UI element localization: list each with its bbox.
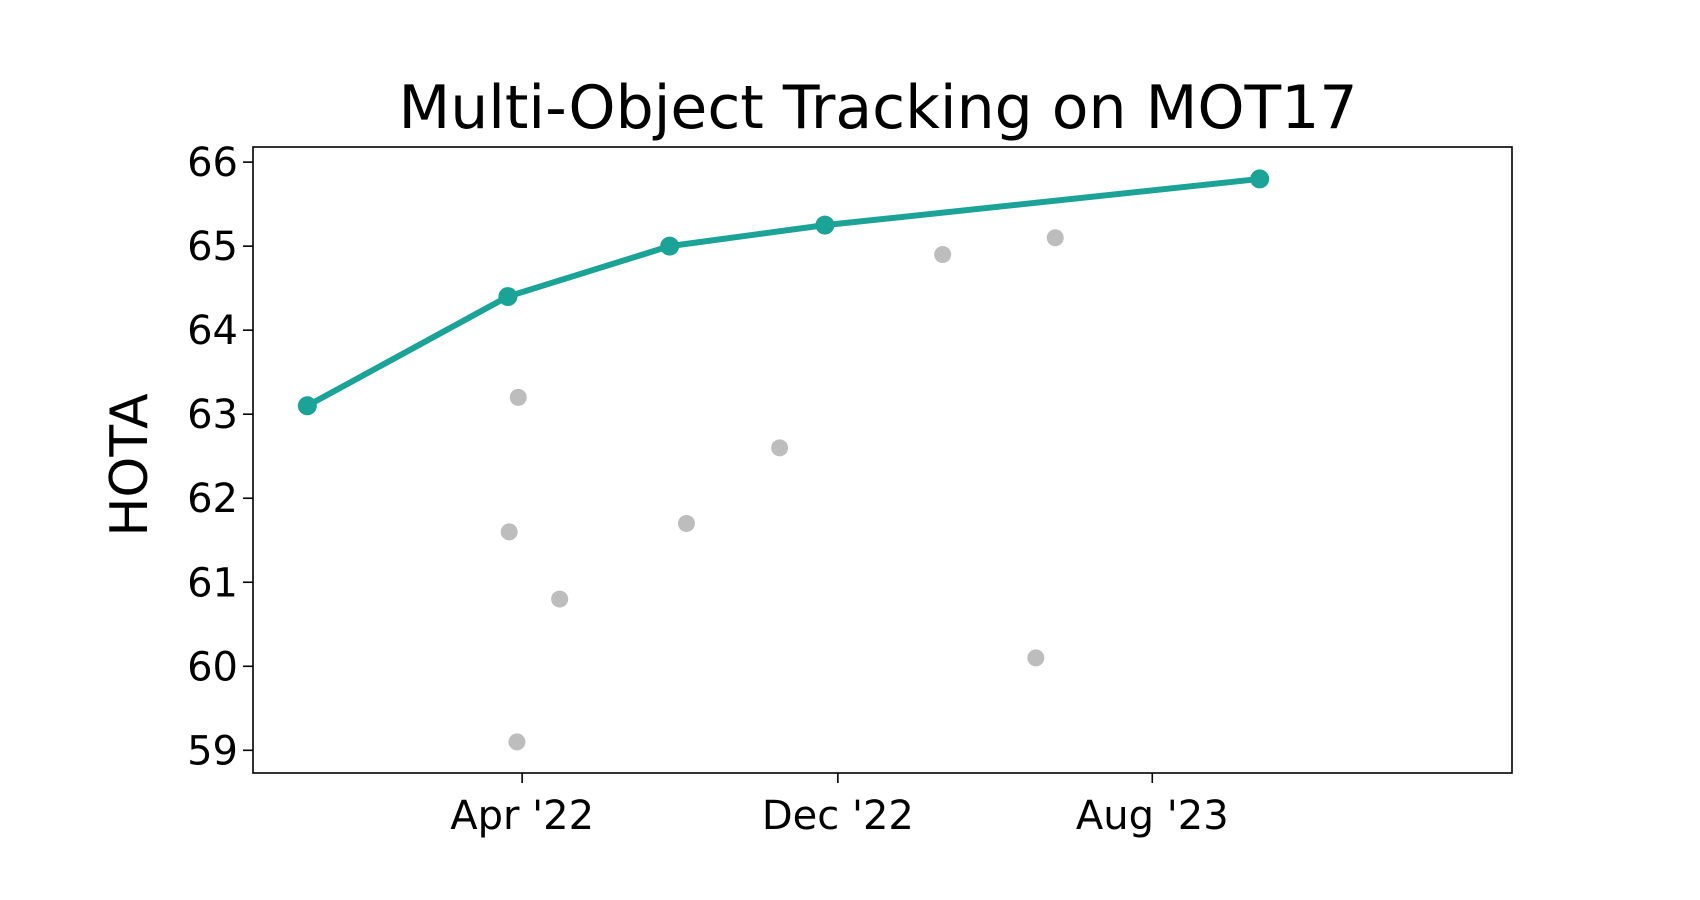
y-axis-label: HOTA bbox=[100, 393, 160, 537]
chart-title: Multi-Object Tracking on MOT17 bbox=[398, 73, 1357, 143]
y-axis-ticks: 59 60 61 62 63 64 65 66 bbox=[187, 140, 253, 774]
other-method-point bbox=[508, 733, 526, 751]
sota-point bbox=[498, 287, 518, 307]
other-method-point bbox=[1046, 229, 1064, 247]
sota-point bbox=[815, 215, 835, 235]
other-method-point bbox=[771, 439, 789, 457]
y-tick-label: 61 bbox=[187, 560, 238, 606]
y-tick-label: 66 bbox=[187, 140, 238, 186]
y-tick-label: 65 bbox=[187, 224, 238, 270]
other-method-point bbox=[551, 590, 569, 608]
sota-point bbox=[660, 236, 680, 256]
other-method-point bbox=[509, 388, 527, 406]
y-tick-label: 63 bbox=[187, 392, 238, 438]
other-method-point bbox=[500, 523, 518, 541]
x-axis-ticks: Apr '22 Dec '22 Aug '23 bbox=[450, 773, 1229, 839]
y-tick-label: 59 bbox=[187, 728, 238, 774]
x-tick-label: Aug '23 bbox=[1076, 793, 1229, 839]
y-tick-label: 60 bbox=[187, 644, 238, 690]
other-method-point bbox=[677, 514, 695, 532]
x-tick-label: Dec '22 bbox=[762, 793, 914, 839]
plot-frame bbox=[252, 146, 1513, 774]
x-tick-label: Apr '22 bbox=[450, 793, 594, 839]
sota-series bbox=[297, 169, 1270, 416]
y-tick-label: 62 bbox=[187, 476, 238, 522]
sota-line bbox=[304, 175, 1263, 409]
sota-point bbox=[1250, 169, 1270, 189]
y-tick-label: 64 bbox=[187, 308, 238, 354]
other-method-point bbox=[934, 246, 952, 264]
other-method-point bbox=[1027, 649, 1045, 667]
other-methods-points bbox=[500, 229, 1064, 751]
sota-point bbox=[297, 396, 317, 416]
